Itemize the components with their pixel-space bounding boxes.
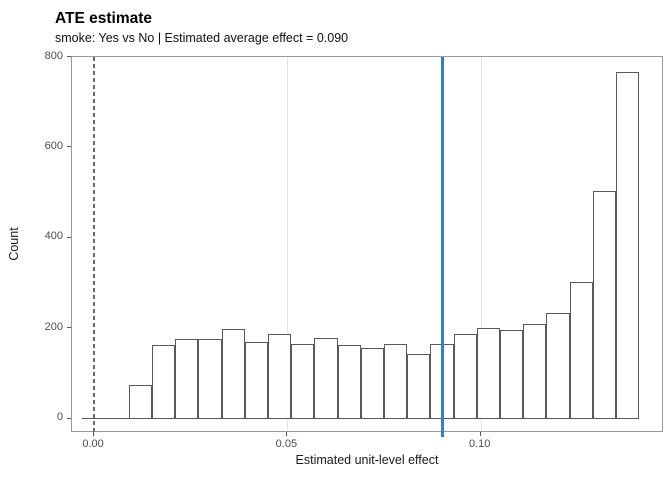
histogram-bar — [291, 343, 315, 419]
histogram-bar — [592, 191, 617, 419]
vertical-gridline — [287, 57, 289, 431]
y-tick-mark — [67, 417, 71, 419]
plot-panel — [71, 56, 663, 437]
histogram-bar — [407, 354, 431, 419]
histogram-bar — [198, 338, 222, 419]
histogram-bar — [360, 348, 385, 419]
average-effect-line — [440, 57, 444, 437]
x-tick-mark — [479, 432, 481, 436]
histogram-bar — [569, 281, 593, 419]
x-tick-label: 0.10 — [468, 438, 491, 450]
y-tick-label: 800 — [44, 49, 63, 62]
x-tick-mark — [93, 432, 95, 436]
zero-reference-line — [93, 57, 96, 433]
y-tick-label: 600 — [44, 139, 63, 152]
histogram-bar — [175, 338, 199, 419]
y-tick-mark — [67, 56, 71, 57]
y-tick-label: 200 — [44, 320, 63, 333]
y-tick-label: 0 — [56, 411, 63, 424]
histogram-bar — [152, 345, 176, 419]
histogram-bar — [500, 330, 524, 419]
x-tick-label: 0.05 — [275, 438, 298, 450]
y-tick-mark — [67, 146, 71, 148]
histogram-bar — [337, 344, 361, 419]
histogram-bar — [616, 72, 640, 419]
histogram-bar — [244, 341, 269, 419]
histogram-bar — [476, 328, 501, 419]
histogram-bar — [128, 384, 153, 419]
y-tick-mark — [67, 236, 71, 238]
chart-title: ATE estimate — [55, 10, 153, 27]
histogram-bar — [546, 313, 570, 419]
x-tick-mark — [286, 432, 288, 436]
histogram-bar — [268, 333, 292, 419]
zero-count-baseline — [82, 417, 129, 419]
x-tick-label: 0.00 — [82, 438, 104, 450]
y-tick-label: 400 — [44, 230, 63, 243]
histogram-bar — [523, 323, 547, 419]
x-axis-title: Estimated unit-level effect — [295, 453, 439, 467]
chart-subtitle: smoke: Yes vs No | Estimated average eff… — [55, 31, 349, 45]
histogram-bar — [453, 333, 477, 419]
histogram-bar — [384, 343, 408, 419]
y-tick-mark — [67, 327, 71, 329]
histogram-bar — [221, 329, 245, 419]
histogram-bar — [314, 337, 338, 419]
vertical-gridline — [480, 57, 482, 431]
